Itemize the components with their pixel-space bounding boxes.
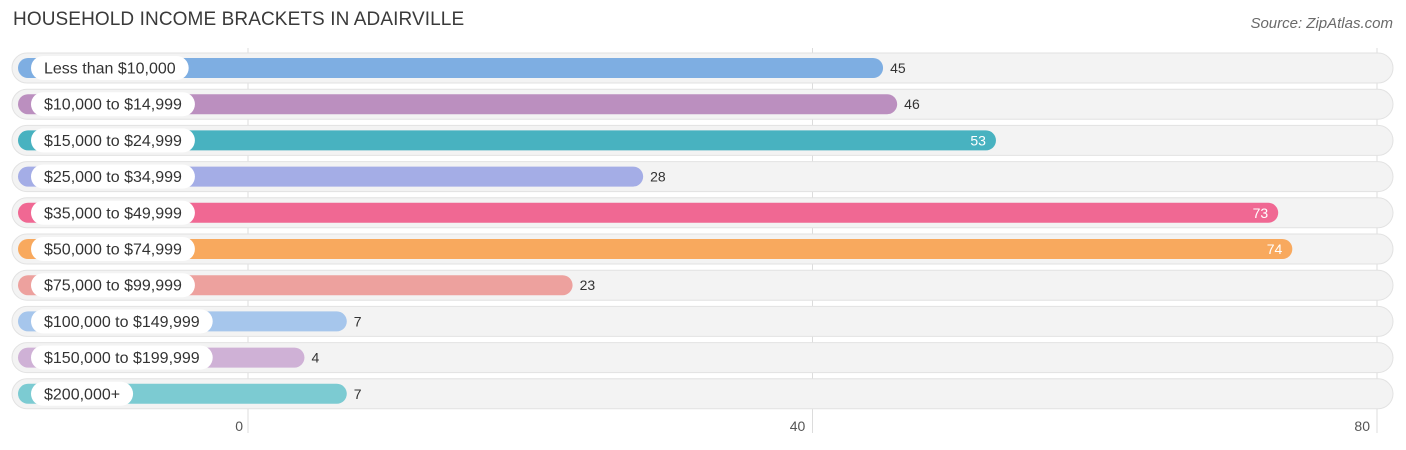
category-pill [31,56,189,80]
category-label: Less than $10,000 [44,61,176,78]
x-tick-label: 40 [790,418,806,434]
category-pill [31,237,195,261]
chart-title: HOUSEHOLD INCOME BRACKETS IN ADAIRVILLE [13,9,465,30]
value-label: 53 [970,132,986,148]
bar-row: $25,000 to $34,999 28 [11,161,1394,193]
value-label: 73 [1253,205,1269,221]
category-label: $50,000 to $74,999 [44,242,182,259]
bar [18,94,898,115]
value-label: 23 [580,277,596,293]
bar-row: $50,000 to $74,999 74 [11,233,1394,265]
category-pill [31,309,213,334]
bar-row: $35,000 to $49,999 73 [11,197,1394,229]
category-pill [31,345,213,370]
bar-track [11,305,1394,337]
bar-row: $75,000 to $99,999 23 [11,269,1394,301]
category-pill [31,164,195,189]
value-label: 28 [650,169,666,185]
bar-track [11,378,1394,410]
category-label: $10,000 to $14,999 [44,97,182,114]
bar [18,239,1293,259]
bar-row: $100,000 to $149,999 7 [11,305,1394,337]
value-label: 7 [354,386,362,402]
bar-track [11,342,1394,374]
bar [18,202,1279,223]
category-pill [31,381,134,406]
bar-row: $150,000 to $199,999 4 [11,342,1394,374]
category-pill [31,200,195,225]
category-label: $150,000 to $199,999 [44,350,200,367]
source-label: Source: ZipAtlas.com [1250,15,1393,32]
value-label: 74 [1267,241,1283,257]
bar-row: $10,000 to $14,999 46 [11,88,1394,120]
category-pill [31,92,195,117]
category-label: $35,000 to $49,999 [44,205,182,222]
category-label: $200,000+ [44,386,120,403]
category-label: $25,000 to $34,999 [44,169,182,186]
x-tick-label: 0 [235,418,243,434]
bar [18,130,996,151]
value-label: 46 [904,96,920,112]
bar-row: Less than $10,000 45 [11,52,1394,84]
category-label: $75,000 to $99,999 [44,278,182,295]
value-label: 7 [354,313,362,329]
category-pill [31,128,195,153]
bar-row: $15,000 to $24,999 53 [11,124,1394,156]
value-label: 4 [311,350,319,366]
value-label: 45 [890,60,906,76]
category-label: $100,000 to $149,999 [44,314,200,331]
bar-row: $200,000+ 7 [11,378,1394,410]
category-label: $15,000 to $24,999 [44,133,182,150]
x-tick-label: 80 [1354,418,1370,434]
bar [18,58,884,78]
category-pill [31,273,195,298]
